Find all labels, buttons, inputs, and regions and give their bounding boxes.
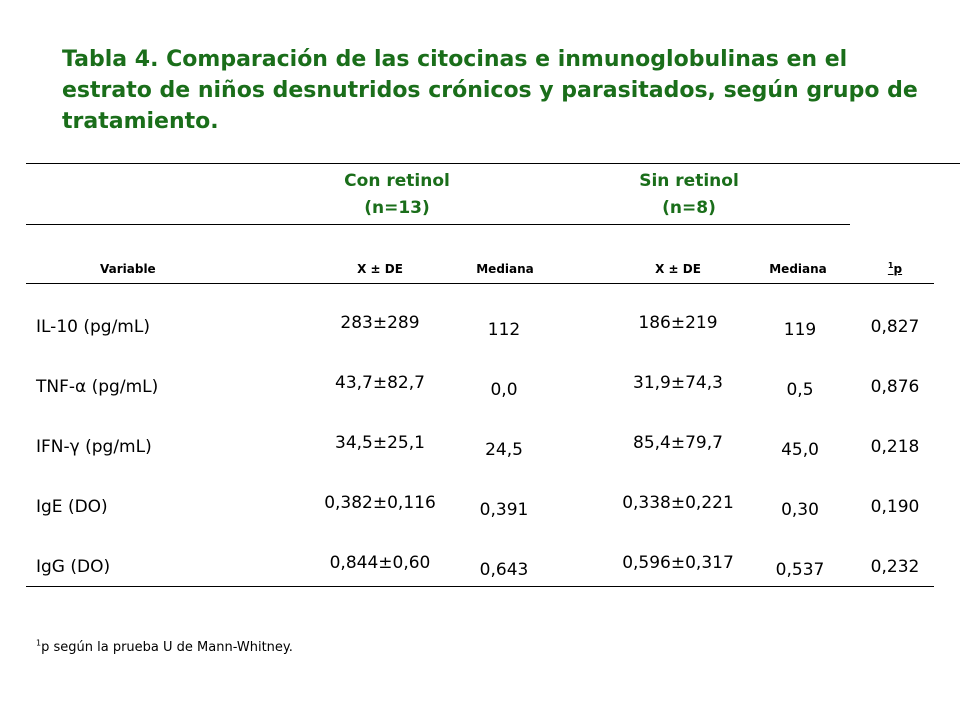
group-name: Sin retinol [639,171,739,191]
cell-median-con: 0,391 [479,500,529,520]
cell-median-sin: 0,30 [781,500,819,520]
cell-variable: IgE (DO) [36,497,108,517]
cell-variable: IFN-γ (pg/mL) [36,437,152,457]
cell-median-sin: 119 [783,320,817,340]
p-superscript: 1 [887,261,894,270]
footnote: 1p según la prueba U de Mann-Whitney. [36,638,293,655]
cell-mean-sd-sin: 85,4±79,7 [633,433,723,453]
table-title: Tabla 4. Comparación de las citocinas e … [62,47,918,134]
col-header-median-con: Mediana [476,262,534,276]
header-rule [26,283,934,284]
cell-mean-sd-con: 43,7±82,7 [335,373,425,393]
group-n: (n=13) [364,198,430,218]
cell-mean-sd-sin: 31,9±74,3 [633,373,723,393]
cell-median-sin: 0,537 [775,560,825,580]
footnote-superscript: 1 [36,638,42,648]
cell-p: 0,232 [870,557,920,577]
group-n: (n=8) [662,198,716,218]
cell-median-con: 0,0 [490,380,518,400]
cell-p: 0,190 [870,497,920,517]
col-header-p: 1p [870,261,920,277]
cell-median-sin: 45,0 [781,440,819,460]
cell-median-con: 112 [487,320,521,340]
cell-mean-sd-con: 34,5±25,1 [335,433,425,453]
footnote-text: p según la prueba U de Mann-Whitney. [41,640,293,655]
cell-p: 0,827 [870,317,920,337]
group-rule [26,224,850,225]
cell-median-sin: 0,5 [786,380,814,400]
p-label: p [893,262,903,276]
group-header-con-retinol: Con retinol (n=13) [310,168,484,222]
col-header-median-sin: Mediana [769,262,827,276]
cell-mean-sd-sin: 186±219 [638,313,718,333]
cell-p: 0,218 [870,437,920,457]
cell-mean-sd-con: 0,382±0,116 [324,493,436,513]
cell-variable: IgG (DO) [36,557,111,577]
cell-mean-sd-con: 0,844±0,60 [329,553,431,573]
cell-variable: TNF-α (pg/mL) [36,377,159,397]
top-rule [26,163,960,164]
cell-variable: IL-10 (pg/mL) [36,317,150,337]
group-header-sin-retinol: Sin retinol (n=8) [596,168,782,222]
cell-p: 0,876 [870,377,920,397]
cell-mean-sd-con: 283±289 [340,313,420,333]
cell-median-con: 24,5 [485,440,523,460]
cell-median-con: 0,643 [479,560,529,580]
col-header-mean-sd-con: X ± DE [357,262,403,276]
group-name: Con retinol [344,171,450,191]
cell-mean-sd-sin: 0,596±0,317 [622,553,734,573]
col-header-mean-sd-sin: X ± DE [655,262,701,276]
bottom-rule [26,586,934,587]
cell-mean-sd-sin: 0,338±0,221 [622,493,734,513]
col-header-variable: Variable [100,262,156,276]
